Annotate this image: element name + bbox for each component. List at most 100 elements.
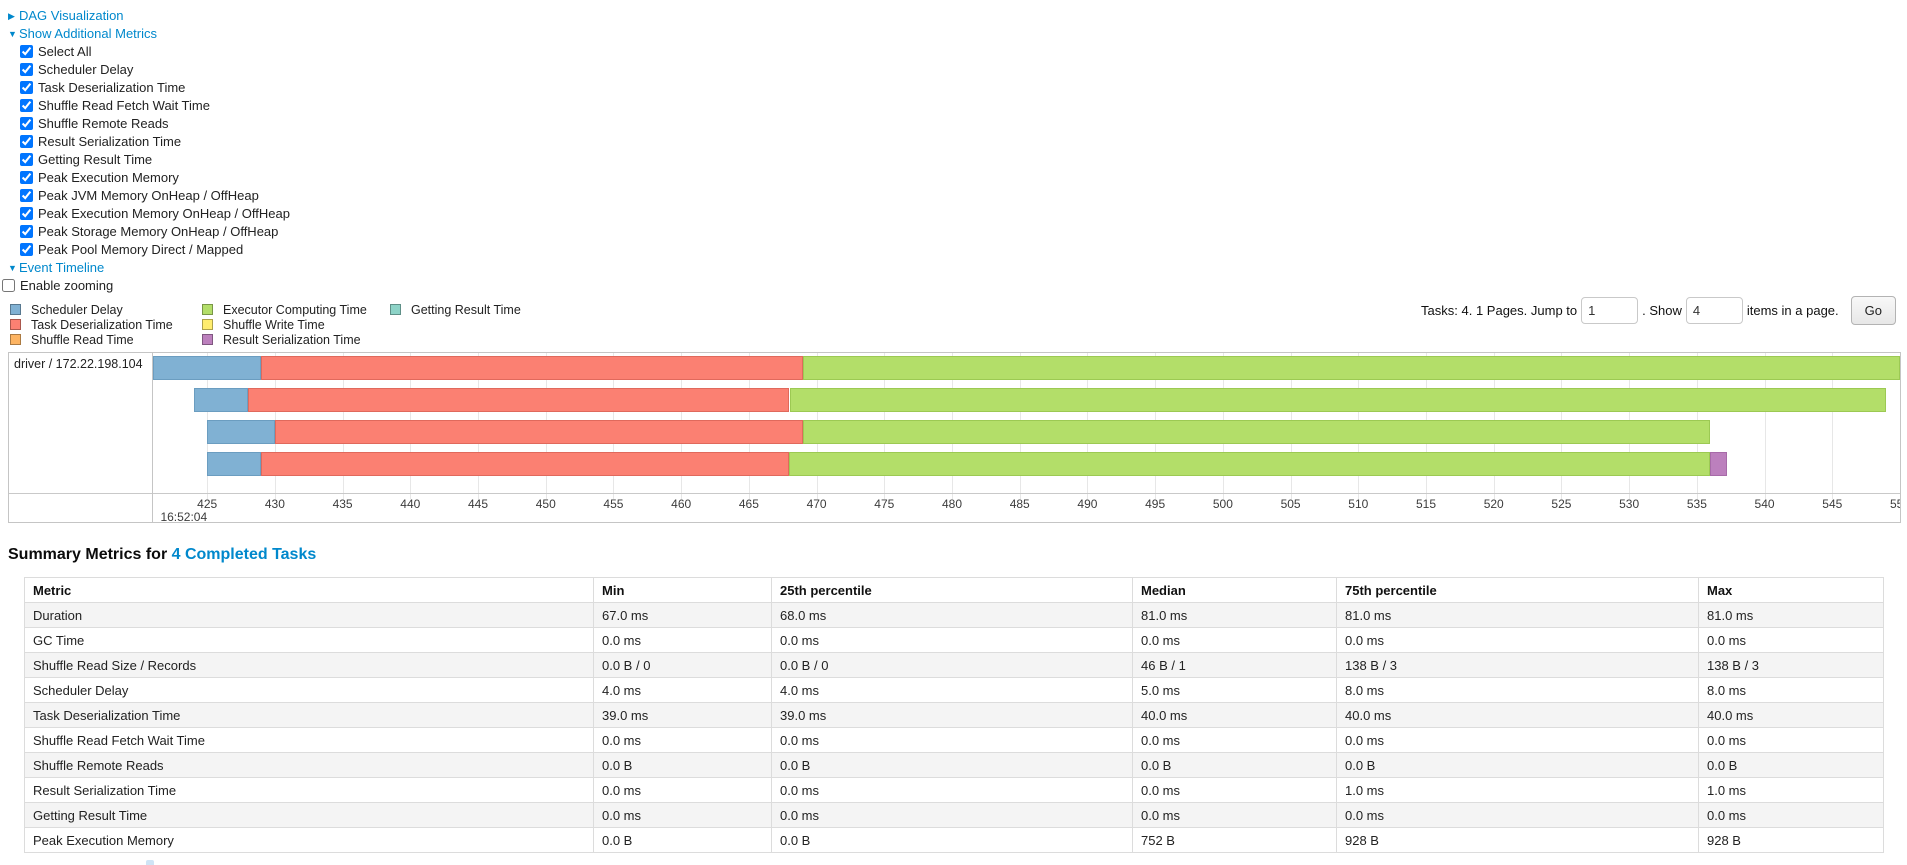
metric-label-getting-result-time: Getting Result Time xyxy=(38,152,153,167)
timeline-tick-label: 495 xyxy=(1145,497,1166,511)
timeline-gridline xyxy=(1764,353,1766,499)
timeline-tick-label: 455 xyxy=(603,497,624,511)
jump-to-page-input[interactable] xyxy=(1581,297,1639,324)
metric-value-cell: 0.0 ms xyxy=(1336,802,1699,828)
metric-value-cell: 0.0 ms xyxy=(1336,727,1699,753)
timeline-tick-label: 425 xyxy=(197,497,218,511)
timeline-task-bar-3[interactable] xyxy=(207,420,1711,444)
metric-checkbox-peak-pool-memory-direct-mapped[interactable] xyxy=(20,243,33,256)
section-event-timeline[interactable]: ▼ Event Timeline xyxy=(8,259,1907,277)
metric-checkbox-peak-storage-memory-onheap-offheap[interactable] xyxy=(20,225,33,238)
legend-label: Shuffle Write Time xyxy=(223,317,325,332)
metric-label-peak-jvm-memory-onheap-offheap: Peak JVM Memory OnHeap / OffHeap xyxy=(38,188,259,203)
timeline-tick-label: 470 xyxy=(806,497,827,511)
metric-row-shuffle-remote-reads: Shuffle Remote Reads xyxy=(20,115,1907,133)
enable-zooming-label: Enable zooming xyxy=(20,278,114,293)
task-segment-scheduler-delay[interactable] xyxy=(207,452,262,476)
chevron-down-icon: ▼ xyxy=(8,29,17,39)
metric-value-cell: 0.0 B xyxy=(1336,752,1699,778)
timeline-legend: Scheduler Delay Task Deserialization Time… xyxy=(10,302,521,347)
legend-item-result-serialization-time: Result Serialization Time xyxy=(202,332,390,347)
metric-checkbox-shuffle-remote-reads[interactable] xyxy=(20,117,33,130)
items-per-page-input[interactable] xyxy=(1685,297,1743,324)
metric-value-cell: 8.0 ms xyxy=(1336,677,1699,703)
section-show-additional-metrics[interactable]: ▼ Show Additional Metrics xyxy=(8,25,1907,43)
metric-value-cell: 40.0 ms xyxy=(1336,702,1699,728)
metric-value-cell: 0.0 ms xyxy=(593,777,772,803)
timeline-tick-label: 530 xyxy=(1619,497,1640,511)
metric-label-peak-pool-memory-direct-mapped: Peak Pool Memory Direct / Mapped xyxy=(38,242,244,257)
metric-checkbox-peak-execution-memory-onheap-offheap[interactable] xyxy=(20,207,33,220)
table-row-shuffle-read-fetch-wait-time: Shuffle Read Fetch Wait Time 0.0 ms 0.0 ms… xyxy=(24,727,1884,753)
metric-name-cell: Shuffle Read Size / Records xyxy=(24,652,594,678)
legend-swatch-scheduler_delay xyxy=(10,304,21,315)
metric-value-cell: 4.0 ms xyxy=(593,677,772,703)
pagination-suffix-text: items in a page. xyxy=(1746,303,1839,318)
enable-zooming-row: Enable zooming xyxy=(2,277,1907,295)
metric-label-shuffle-remote-reads: Shuffle Remote Reads xyxy=(38,116,169,131)
metric-checkbox-peak-jvm-memory-onheap-offheap[interactable] xyxy=(20,189,33,202)
timeline-task-bar-2[interactable] xyxy=(193,388,1887,412)
timeline-tick-label: 480 xyxy=(941,497,963,511)
task-segment-executor-computing[interactable] xyxy=(803,420,1711,444)
metric-row-peak-storage-memory-onheap-offheap: Peak Storage Memory OnHeap / OffHeap xyxy=(20,223,1907,241)
task-segment-executor-computing[interactable] xyxy=(803,356,1900,380)
metric-checkbox-result-serialization-time[interactable] xyxy=(20,135,33,148)
show-additional-metrics-link[interactable]: Show Additional Metrics xyxy=(19,26,158,41)
task-segment-executor-computing[interactable] xyxy=(789,388,1887,412)
metric-checkbox-scheduler-delay[interactable] xyxy=(20,63,33,76)
metric-checkbox-getting-result-time[interactable] xyxy=(20,153,33,166)
timeline-tick-label: 520 xyxy=(1483,497,1504,511)
task-segment-task-deserialization[interactable] xyxy=(261,356,804,380)
task-segment-task-deserialization[interactable] xyxy=(274,420,804,444)
task-segment-scheduler-delay[interactable] xyxy=(153,356,262,380)
metric-row-peak-execution-memory: Peak Execution Memory xyxy=(20,169,1907,187)
metric-value-cell: 0.0 ms xyxy=(1698,627,1884,653)
metric-checkbox-peak-execution-memory[interactable] xyxy=(20,171,33,184)
timeline-task-bar-4[interactable] xyxy=(207,452,1727,476)
table-header-row: Metric Min 25th percentile Median 75th perce… xyxy=(24,577,1884,603)
table-header-75th-percentile: 75th percentile xyxy=(1336,577,1699,603)
metric-value-cell: 0.0 B xyxy=(593,827,772,853)
timeline-tick-label: 545 xyxy=(1822,497,1843,511)
timeline-tick-label: 440 xyxy=(400,497,421,511)
metric-row-select-all: Select All xyxy=(20,43,1907,61)
metric-value-cell: 138 B / 3 xyxy=(1698,652,1884,678)
dag-visualization-link[interactable]: DAG Visualization xyxy=(19,8,124,23)
timeline-tick-label: 525 xyxy=(1551,497,1572,511)
metric-row-shuffle-read-fetch-wait-time: Shuffle Read Fetch Wait Time xyxy=(20,97,1907,115)
task-segment-task-deserialization[interactable] xyxy=(247,388,790,412)
pagination-show-text: . Show xyxy=(1642,303,1682,318)
metric-value-cell: 4.0 ms xyxy=(771,677,1133,703)
metric-value-cell: 928 B xyxy=(1336,827,1699,853)
metric-value-cell: 1.0 ms xyxy=(1336,777,1699,803)
table-row-duration: Duration 67.0 ms 68.0 ms 81.0 ms 81.0 ms 81.0… xyxy=(24,602,1884,628)
task-segment-scheduler-delay[interactable] xyxy=(207,420,275,444)
timeline-task-bar-1[interactable] xyxy=(153,356,1900,380)
metric-name-cell: Duration xyxy=(24,602,594,628)
task-segment-executor-computing[interactable] xyxy=(789,452,1711,476)
enable-zooming-checkbox[interactable] xyxy=(2,279,15,292)
section-dag-visualization[interactable]: ▶ DAG Visualization xyxy=(8,7,1907,25)
timeline-plot-area xyxy=(153,353,1900,499)
metrics-panel: ▶ DAG Visualization ▼ Show Additional Metr… xyxy=(0,0,1907,295)
timeline-divider xyxy=(152,353,153,522)
task-segment-scheduler-delay[interactable] xyxy=(193,388,248,412)
metric-checkbox-select-all[interactable] xyxy=(20,45,33,58)
task-segment-task-deserialization[interactable] xyxy=(261,452,790,476)
metric-value-cell: 0.0 ms xyxy=(1132,777,1337,803)
task-segment-result-serialization[interactable] xyxy=(1710,452,1727,476)
table-row-result-serialization-time: Result Serialization Time 0.0 ms 0.0 ms 0.0… xyxy=(24,777,1884,803)
summary-metrics-table: Metric Min 25th percentile Median 75th perce… xyxy=(24,577,1884,853)
metric-value-cell: 39.0 ms xyxy=(593,702,772,728)
timeline-tick-label: 490 xyxy=(1077,497,1098,511)
completed-tasks-link[interactable]: 4 Completed Tasks xyxy=(171,546,317,563)
metric-checkbox-task-deserialization-time[interactable] xyxy=(20,81,33,94)
metric-checkbox-shuffle-read-fetch-wait-time[interactable] xyxy=(20,99,33,112)
legend-label: Executor Computing Time xyxy=(223,302,367,317)
event-timeline-link[interactable]: Event Timeline xyxy=(19,260,105,275)
metric-name-cell: Shuffle Remote Reads xyxy=(24,752,594,778)
metric-value-cell: 81.0 ms xyxy=(1698,602,1884,628)
timeline-tick-label: 485 xyxy=(1009,497,1030,511)
go-button[interactable]: Go xyxy=(1850,296,1896,325)
